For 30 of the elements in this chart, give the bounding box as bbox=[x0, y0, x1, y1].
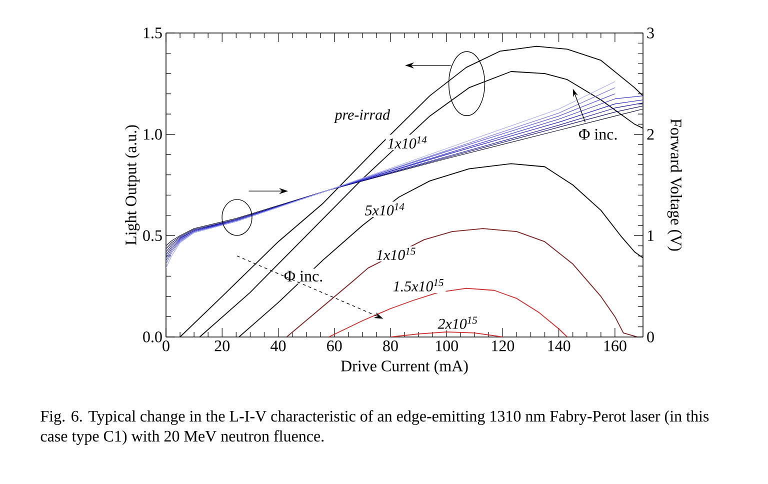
annotation: Φ inc. bbox=[578, 128, 617, 140]
series-label: 2x10$^{15}$ bbox=[438, 316, 478, 329]
caption: Fig. 6. Typical change in the L-I-V characteristic of an edge-emitting 1310 nm Fabry-Perot laser (in this case type C1) with 20 MeV neutron fluence. bbox=[40, 410, 709, 445]
y2-tick-label: 0 bbox=[647, 332, 654, 342]
x-tick-label: 140 bbox=[548, 340, 570, 352]
y-tick-label: 1.0 bbox=[144, 128, 162, 140]
x-axis-title: Drive Current (mA) bbox=[340, 360, 468, 375]
x-tick-label: 0 bbox=[162, 340, 170, 352]
x-tick-label: 80 bbox=[383, 340, 398, 352]
series-label: 5x10$^{14}$ bbox=[365, 203, 404, 216]
line-series bbox=[286, 228, 638, 337]
y-axis-title: Light Output (a.u.) bbox=[125, 125, 140, 245]
x-tick-label: 60 bbox=[327, 340, 342, 352]
y2-axis-title: Forward Voltage (V) bbox=[667, 118, 682, 251]
x-tick-label: 160 bbox=[604, 340, 626, 352]
series-label: pre-irrad bbox=[334, 109, 390, 123]
annotation: Φ inc. bbox=[284, 270, 322, 282]
x-tick-label: 100 bbox=[436, 340, 458, 352]
y2-tick-label: 2 bbox=[647, 129, 654, 140]
series-label: 1.5x10$^{15}$ bbox=[393, 279, 444, 292]
y-tick-label: 0.0 bbox=[143, 332, 162, 342]
x-tick-label: 120 bbox=[492, 340, 514, 352]
x-tick-label: 40 bbox=[270, 340, 286, 352]
y2-tick-label: 3 bbox=[647, 28, 654, 38]
y2-tick-label: 1 bbox=[648, 230, 654, 241]
series-label: 1x10$^{14}$ bbox=[388, 136, 427, 149]
x-tick-label: 20 bbox=[214, 340, 230, 352]
series-label: 1x10$^{15}$ bbox=[376, 248, 416, 260]
y-tick-label: 1.5 bbox=[144, 28, 162, 38]
y-tick-label: 0.5 bbox=[143, 230, 162, 242]
